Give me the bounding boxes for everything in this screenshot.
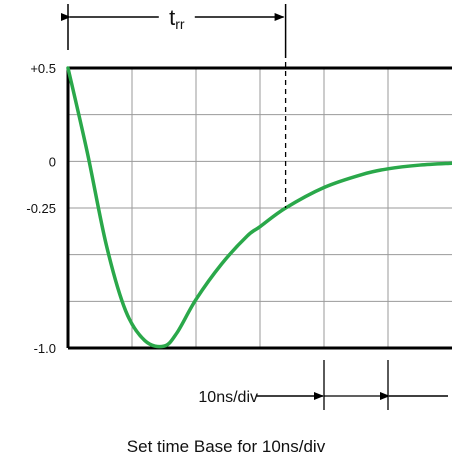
y-tick-labels: +0.5 0 -0.25 -1.0 <box>26 61 56 356</box>
timebase-label: 10ns/div <box>198 389 258 406</box>
trr-label-main: t <box>169 5 175 30</box>
y-tick-label: +0.5 <box>30 61 56 76</box>
trr-label-sub: rr <box>175 16 185 32</box>
trr-label: trr <box>169 5 185 32</box>
series-line <box>66 66 452 349</box>
y-tick-label: -0.25 <box>26 201 56 216</box>
caption: Set time Base for 10ns/div <box>127 437 326 456</box>
y-tick-label: 0 <box>49 154 56 169</box>
y-tick-label: -1.0 <box>34 341 56 356</box>
plot-grid <box>66 66 452 350</box>
